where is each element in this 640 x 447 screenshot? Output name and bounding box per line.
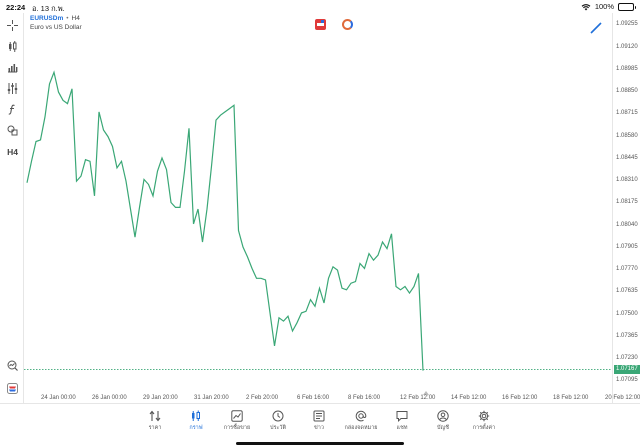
nav-label: กราฟ (189, 425, 203, 431)
indicator-icon[interactable] (342, 19, 353, 30)
shapes-icon[interactable] (5, 123, 20, 138)
nav-settings[interactable]: การตั้งค่า (465, 409, 503, 432)
draw-pen-icon[interactable] (590, 21, 602, 34)
battery-icon (618, 2, 636, 11)
price-tick-label: 1.08715 (616, 110, 638, 117)
time-tick-label: 12 Feb 12:00 (400, 395, 436, 401)
price-tick-label: 1.09120 (616, 43, 638, 50)
crosshair-icon[interactable] (5, 18, 20, 33)
price-chart[interactable] (24, 13, 612, 392)
bottom-nav: ราคา กราฟ การซื้อขาย ประวัติ ข่าว กล่องจดหมาย… (0, 403, 640, 447)
gear-icon (465, 409, 503, 422)
price-tick-label: 1.08040 (616, 221, 638, 228)
status-time: 22:24 (6, 3, 26, 12)
time-tick-label: 14 Feb 12:00 (451, 395, 487, 401)
trade-icon (218, 409, 256, 422)
symbol-name[interactable]: EURUSDm (30, 15, 64, 22)
nav-quotes[interactable]: ราคา (136, 409, 174, 432)
status-bar: 22:24 อ. 13 ก.พ. 100% (0, 0, 640, 13)
price-tick-label: 1.07770 (616, 266, 638, 273)
nav-label: ราคา (148, 425, 162, 431)
time-tick-label: 29 Jan 20:00 (143, 395, 178, 401)
header-separator: • (66, 15, 69, 22)
nav-label: การซื้อขาย (223, 425, 251, 431)
price-tick-label: 1.08580 (616, 132, 638, 139)
nav-label: ประวัติ (269, 425, 287, 431)
time-axis[interactable]: 24 Jan 00:00 26 Jan 00:00 29 Jan 20:00 31 J… (24, 391, 640, 403)
chart-area[interactable] (24, 13, 612, 403)
price-tick-label: 1.07500 (616, 310, 638, 317)
time-tick-label: 26 Jan 00:00 (92, 395, 127, 401)
chat-bubble-icon (383, 409, 421, 422)
broker-logo-icon[interactable] (5, 381, 20, 396)
time-tick-label: 31 Jan 20:00 (194, 395, 229, 401)
price-tick-label: 1.08985 (616, 65, 638, 72)
last-bar-marker-icon (423, 391, 429, 395)
price-tick-label: 1.07365 (616, 332, 638, 339)
price-axis[interactable]: 1.09255 1.09120 1.08985 1.08850 1.08715 1.085… (612, 13, 640, 403)
header-timeframe: H4 (71, 15, 80, 22)
nav-mailbox[interactable]: กล่องจดหมาย (342, 409, 380, 432)
battery-percent: 100% (594, 2, 614, 11)
nav-trade[interactable]: การซื้อขาย (218, 409, 256, 432)
price-tick-label: 1.07095 (616, 377, 638, 384)
nav-label: กล่องจดหมาย (344, 425, 378, 431)
time-tick-label: 8 Feb 16:00 (348, 395, 381, 401)
time-tick-label: 16 Feb 12:00 (502, 395, 538, 401)
price-tick-label: 1.08445 (616, 154, 638, 161)
mailbox-at-icon (342, 409, 380, 422)
time-tick-label: 20 Feb 12:00 (605, 395, 640, 401)
status-right: 100% (581, 2, 636, 11)
nav-history[interactable]: ประวัติ (259, 409, 297, 432)
status-date: อ. 13 ก.พ. (32, 4, 65, 13)
chart-icon (177, 409, 215, 422)
bar-chart-icon[interactable] (5, 60, 20, 75)
nav-chart[interactable]: กราฟ (177, 409, 215, 432)
price-tick-label: 1.08175 (616, 199, 638, 206)
sliders-icon[interactable] (5, 81, 20, 96)
history-clock-icon (259, 409, 297, 422)
price-tick-label: 1.08850 (616, 88, 638, 95)
home-indicator (236, 442, 404, 445)
nav-label: แชท (396, 425, 408, 431)
wifi-icon (581, 3, 591, 11)
time-tick-label: 24 Jan 00:00 (41, 395, 76, 401)
nav-accounts[interactable]: บัญชี (424, 409, 462, 432)
time-tick-label: 18 Feb 12:00 (553, 395, 589, 401)
time-tick-label: 2 Feb 20:00 (246, 395, 279, 401)
symbol-description: Euro vs US Dollar (30, 24, 82, 31)
nav-label: บัญชี (437, 425, 449, 431)
chart-top-icons (315, 19, 353, 30)
chart-header: EURUSDm • H4 Euro vs US Dollar (30, 14, 82, 32)
candlestick-icon[interactable] (5, 39, 20, 54)
time-tick-label: 6 Feb 16:00 (297, 395, 330, 401)
nav-label: การตั้งค่า (472, 425, 496, 431)
quotes-icon (136, 409, 174, 422)
price-tick-label: 1.07905 (616, 243, 638, 250)
price-tick-label: 1.09255 (616, 21, 638, 28)
account-user-icon (424, 409, 462, 422)
current-price-tag: 1.07167 (614, 364, 640, 374)
one-click-trade-icon[interactable] (315, 19, 326, 30)
price-tick-label: 1.07230 (616, 355, 638, 362)
function-icon[interactable] (5, 102, 20, 117)
news-icon (300, 409, 338, 422)
search-chart-icon[interactable] (5, 358, 20, 373)
timeframe-h4-button[interactable]: H4 (7, 146, 18, 157)
left-toolbar: H4 (0, 13, 24, 403)
price-series-line (26, 70, 424, 371)
nav-chat[interactable]: แชท (383, 409, 421, 432)
price-tick-label: 1.07635 (616, 288, 638, 295)
nav-news[interactable]: ข่าว (300, 409, 338, 432)
price-tick-label: 1.08310 (616, 177, 638, 184)
nav-label: ข่าว (314, 425, 324, 431)
